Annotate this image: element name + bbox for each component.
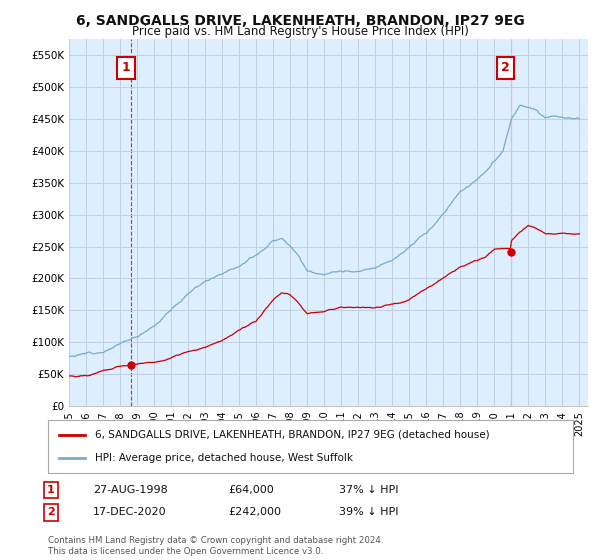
- Text: £242,000: £242,000: [228, 507, 281, 517]
- Text: 1: 1: [47, 485, 55, 495]
- Text: 6, SANDGALLS DRIVE, LAKENHEATH, BRANDON, IP27 9EG (detached house): 6, SANDGALLS DRIVE, LAKENHEATH, BRANDON,…: [95, 430, 490, 440]
- Text: £64,000: £64,000: [228, 485, 274, 495]
- Text: 27-AUG-1998: 27-AUG-1998: [93, 485, 168, 495]
- Text: 17-DEC-2020: 17-DEC-2020: [93, 507, 167, 517]
- Text: 1: 1: [122, 62, 130, 74]
- Text: Contains HM Land Registry data © Crown copyright and database right 2024.
This d: Contains HM Land Registry data © Crown c…: [48, 536, 383, 556]
- Text: 2: 2: [47, 507, 55, 517]
- Text: 37% ↓ HPI: 37% ↓ HPI: [339, 485, 398, 495]
- Text: 2: 2: [501, 62, 510, 74]
- Text: 6, SANDGALLS DRIVE, LAKENHEATH, BRANDON, IP27 9EG: 6, SANDGALLS DRIVE, LAKENHEATH, BRANDON,…: [76, 14, 524, 28]
- Text: Price paid vs. HM Land Registry's House Price Index (HPI): Price paid vs. HM Land Registry's House …: [131, 25, 469, 38]
- Text: HPI: Average price, detached house, West Suffolk: HPI: Average price, detached house, West…: [95, 453, 353, 463]
- Text: 39% ↓ HPI: 39% ↓ HPI: [339, 507, 398, 517]
